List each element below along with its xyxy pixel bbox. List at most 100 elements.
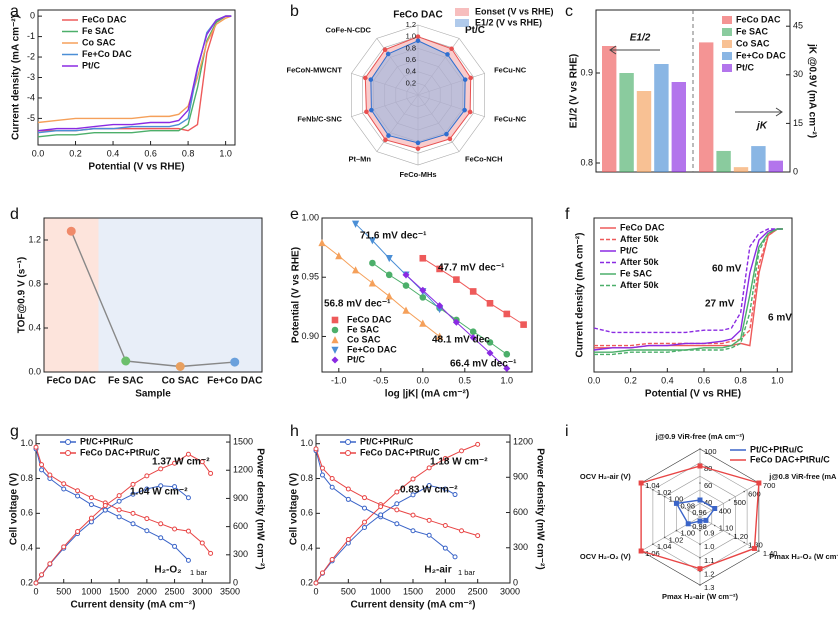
axis-tick-label: 1.10 — [719, 523, 734, 532]
data-line — [70, 230, 235, 368]
axis-tick — [675, 529, 678, 532]
x-axis-label: Current density (mA cm⁻²) — [71, 600, 196, 611]
marker — [368, 279, 377, 287]
axis-tick-label: 1.30 — [748, 540, 763, 549]
marker — [685, 521, 691, 527]
marker — [462, 107, 467, 113]
marker — [415, 146, 421, 151]
marker — [520, 321, 527, 328]
marker — [385, 51, 391, 57]
panel: g0 500 1000 1500 2000 2500 3000 35000.20.40.60.… — [9, 423, 266, 610]
marker — [447, 136, 453, 142]
y-tick-label: 0.6 — [300, 508, 313, 518]
x-tick-label: Co SAC — [162, 376, 199, 387]
legend-swatch — [722, 64, 732, 72]
marker — [39, 462, 45, 468]
legend-label: After 50k — [620, 280, 660, 290]
marker — [415, 34, 421, 39]
marker — [697, 497, 703, 503]
marker — [410, 492, 416, 498]
marker — [331, 346, 339, 354]
panel-label: c — [565, 3, 573, 20]
plot-frame — [593, 217, 793, 373]
marker — [385, 292, 393, 300]
marker — [88, 515, 94, 521]
category-label: FeCo-NCH — [465, 155, 503, 164]
data-line — [37, 15, 232, 134]
legend-label: Pt/C+PtRu/C — [750, 444, 804, 454]
legend-label: Pt/C+PtRu/C — [360, 436, 414, 446]
x-tick-label: 0.0 — [588, 375, 601, 385]
marker — [61, 481, 67, 487]
legend-label: FeCo DAC+PtRu/C — [80, 447, 160, 457]
legend-label: After 50k — [620, 234, 660, 244]
x-tick-label: 0.5 — [459, 375, 472, 385]
r-tick-label: 0.2 — [406, 78, 416, 87]
x-tick-label: 3000 — [192, 586, 212, 596]
marker — [673, 500, 679, 506]
axis-label: OCV H₂-air (V) — [580, 472, 631, 481]
marker — [331, 326, 339, 334]
x-tick-label: 1.0 — [219, 148, 232, 158]
marker — [402, 306, 410, 314]
marker — [410, 528, 416, 534]
marker — [335, 251, 343, 260]
marker — [697, 566, 703, 572]
annotation: 56.8 mV dec⁻¹ — [324, 299, 391, 310]
x-tick-label: 2500 — [468, 586, 488, 596]
x-tick-label: 500 — [56, 586, 71, 596]
marker — [638, 548, 644, 554]
marker — [331, 336, 339, 344]
x-tick-label: 0.0 — [32, 148, 45, 158]
marker — [345, 486, 351, 492]
marker — [158, 466, 164, 472]
marker — [39, 467, 45, 473]
bar — [768, 160, 783, 172]
x-tick-label: 3500 — [220, 586, 240, 596]
marker — [362, 495, 367, 501]
y2-tick-label: 45 — [793, 21, 803, 31]
marker — [445, 52, 450, 57]
marker — [116, 498, 122, 504]
axis-tick-label: 1.06 — [645, 549, 660, 558]
x-tick-label: 1000 — [81, 586, 101, 596]
axis-tick-label: 0.9 — [704, 529, 714, 538]
marker — [351, 266, 360, 274]
axis-tick — [713, 524, 716, 527]
data-line — [594, 228, 783, 353]
region — [44, 218, 99, 372]
marker — [331, 316, 339, 324]
marker — [486, 299, 494, 307]
marker — [410, 476, 416, 482]
x-tick-label: 0 — [33, 586, 38, 596]
y2-tick-label: 30 — [793, 69, 803, 79]
marker — [65, 450, 71, 456]
marker — [121, 356, 131, 366]
y-tick-label: 0.8 — [580, 157, 593, 167]
marker — [158, 521, 164, 527]
marker — [65, 439, 71, 445]
marker — [362, 75, 368, 81]
r-tick-label: 1.2 — [406, 20, 416, 29]
data-line — [315, 443, 478, 584]
data-line — [38, 15, 232, 132]
legend-label: Fe+Co DAC — [347, 344, 397, 354]
y-axis-label: Potential (V vs RHE) — [291, 247, 302, 343]
marker — [385, 271, 393, 279]
x-tick-label: 2500 — [165, 586, 185, 596]
x-tick-label: 0.2 — [624, 375, 637, 385]
marker — [419, 294, 427, 301]
data-line — [594, 228, 783, 356]
category-label: FeCoN-MWCNT — [287, 65, 343, 74]
x-tick-label: -0.5 — [373, 375, 389, 385]
panel-label: g — [10, 423, 19, 440]
axis-tick-label: 1.04 — [645, 481, 660, 490]
marker — [402, 282, 410, 289]
marker — [368, 77, 374, 82]
marker — [318, 238, 326, 247]
x-tick-label: 500 — [341, 586, 356, 596]
x-tick-label: 2000 — [435, 586, 455, 596]
y-tick-label: -3 — [27, 72, 35, 82]
marker — [175, 362, 185, 371]
